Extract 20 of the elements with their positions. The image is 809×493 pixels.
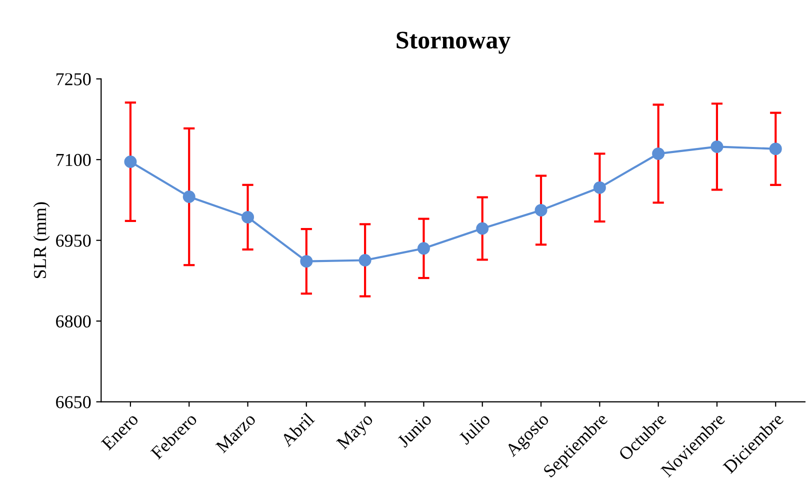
point — [476, 222, 489, 235]
point — [769, 142, 782, 156]
point — [358, 254, 372, 266]
point — [242, 210, 254, 224]
point — [710, 140, 724, 153]
point — [182, 190, 196, 203]
x-tick-label: Julio — [458, 412, 491, 446]
y-tick-label: 6800 — [56, 315, 91, 328]
y-tick-label: 7250 — [56, 73, 91, 86]
point — [652, 147, 665, 160]
chart-title: Stornoway — [396, 32, 510, 54]
y-axis-title: SLR (mm) — [33, 202, 50, 278]
y-tick-label: 6650 — [56, 396, 91, 408]
point — [300, 255, 313, 268]
y-tick-label: 7100 — [56, 154, 91, 166]
point — [124, 156, 137, 168]
y-tick-label: 6950 — [56, 234, 91, 247]
point — [417, 242, 430, 255]
point — [593, 181, 606, 194]
point — [534, 204, 548, 216]
